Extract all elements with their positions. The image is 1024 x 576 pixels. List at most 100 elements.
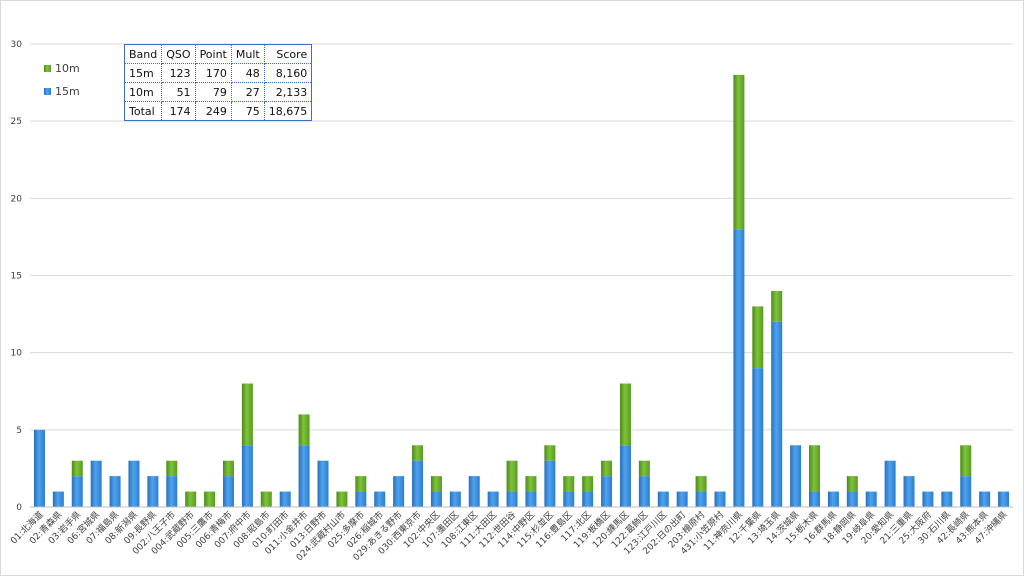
bar-15m [374,491,386,507]
bar-10m [355,476,367,492]
bar-15m [430,491,442,507]
bar-15m [563,491,575,507]
bar-10m [960,445,972,477]
bar-15m [619,445,631,507]
bar-15m [449,491,461,507]
bar-15m [941,491,953,507]
bar-10m [166,460,178,477]
bar-15m [147,476,159,507]
bar-15m [506,491,518,507]
bar-15m [90,460,102,507]
table-row: 15m 123 170 48 8,160 [123,63,313,83]
bar-15m [960,476,972,507]
table-header-row: Band QSO Point Mult Score [123,44,313,64]
cell-score: 2,133 [263,82,313,102]
bar-10m [771,290,783,322]
cell-score: 18,675 [263,101,313,121]
header-point: Point [194,44,232,64]
cell-point: 170 [194,63,232,83]
cell-mult: 75 [230,101,265,121]
bar-15m [695,491,707,507]
y-tick-label: 20 [11,194,23,204]
bar-15m [657,491,669,507]
bar-10m [412,445,424,461]
table-row: 10m 51 79 27 2,133 [123,82,313,102]
bar-10m [544,445,556,461]
bar-15m [468,476,480,507]
bar-15m [279,491,291,507]
bar-10m [298,414,310,446]
bar-10m [563,476,575,492]
score-table: Band QSO Point Mult Score 15m 123 170 48… [123,44,313,121]
cell-qso: 51 [161,82,196,102]
bar-15m [771,321,783,507]
cell-point: 249 [194,101,232,121]
bar-10m [430,476,442,492]
bar-15m [393,476,405,507]
cell-qso: 123 [161,63,196,83]
cell-qso: 174 [161,101,196,121]
bar-15m [355,491,367,507]
bar-15m [298,445,310,507]
header-score: Score [263,44,313,64]
bar-15m [487,491,499,507]
header-band: Band [123,44,163,64]
bar-10m [846,476,858,492]
bar-15m [979,491,991,507]
header-mult: Mult [230,44,265,64]
bar-15m [998,491,1010,507]
legend-swatch-15m [44,88,51,95]
bar-10m [619,383,631,446]
legend-swatch-10m [44,65,51,72]
bar-15m [33,429,45,507]
bar-10m [185,491,197,507]
y-tick-label: 25 [11,117,22,127]
bar-10m [752,306,764,369]
cell-mult: 27 [230,82,265,102]
bar-15m [846,491,858,507]
bar-15m [241,445,253,507]
bar-15m [676,491,688,507]
bar-15m [809,491,821,507]
bar-10m [222,460,234,477]
legend-label-10m: 10m [55,62,80,75]
bar-15m [544,460,556,507]
bar-10m [695,476,707,492]
bar-15m [752,368,764,507]
cell-point: 79 [194,82,232,102]
bar-15m [52,491,64,507]
cell-mult: 48 [230,63,265,83]
bar-10m [601,460,613,477]
cell-band: 10m [123,82,163,102]
bar-10m [809,445,821,492]
bar-15m [222,476,234,507]
y-tick-label: 30 [11,40,23,50]
bar-10m [336,491,348,507]
bar-15m [582,491,594,507]
header-qso: QSO [161,44,196,64]
bar-10m [582,476,594,492]
bar-10m [525,476,537,492]
bar-10m [71,460,83,477]
bar-15m [733,229,745,507]
legend-label-15m: 15m [55,85,80,98]
bar-15m [525,491,537,507]
cell-band: 15m [123,63,163,83]
bar-15m [714,491,726,507]
bar-15m [412,460,424,507]
y-tick-label: 5 [16,426,22,436]
bar-15m [903,476,915,507]
bar-15m [317,460,329,507]
bar-15m [128,460,140,507]
y-tick-label: 0 [16,503,22,513]
bar-15m [790,445,802,507]
bar-15m [922,491,934,507]
y-tick-label: 15 [11,272,22,282]
bar-10m [733,74,745,230]
bar-15m [827,491,839,507]
y-tick-label: 10 [11,349,23,359]
bar-10m [241,383,253,446]
bar-15m [884,460,896,507]
cell-score: 8,160 [263,63,313,83]
bar-10m [204,491,216,507]
